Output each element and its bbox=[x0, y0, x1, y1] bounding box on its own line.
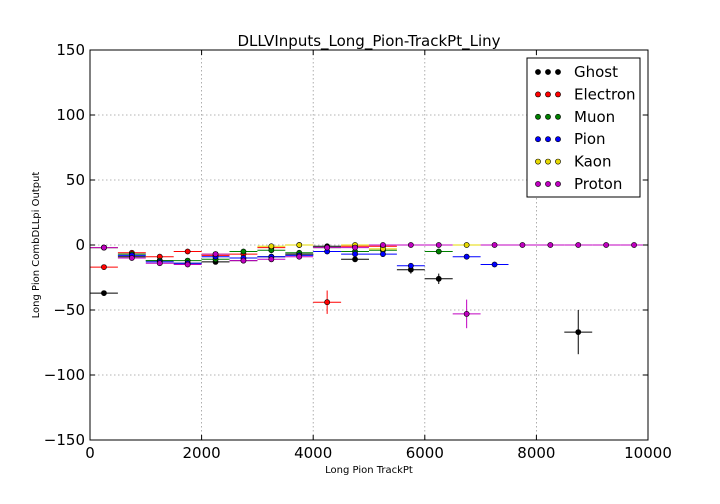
legend-marker bbox=[535, 136, 541, 143]
x-tick-label: 6000 bbox=[406, 444, 444, 462]
data-point bbox=[184, 248, 191, 255]
legend-marker bbox=[555, 69, 561, 75]
data-point bbox=[240, 248, 247, 255]
legend-entry-kaon: Kaon bbox=[535, 153, 611, 171]
data-point bbox=[324, 299, 331, 306]
data-point bbox=[435, 242, 442, 248]
data-point bbox=[296, 242, 303, 248]
legend-label: Proton bbox=[574, 175, 622, 193]
data-point bbox=[491, 261, 498, 268]
x-tick-label: 8000 bbox=[517, 444, 555, 462]
data-point bbox=[128, 255, 135, 261]
y-axis-label: Long Pion CombDLLpi Output bbox=[31, 172, 42, 319]
data-point bbox=[324, 244, 331, 251]
data-point bbox=[463, 253, 470, 260]
y-tick-label: 150 bbox=[56, 41, 85, 59]
data-point bbox=[575, 329, 582, 335]
legend-marker bbox=[545, 91, 551, 98]
x-tick-label: 2000 bbox=[183, 444, 221, 462]
data-point bbox=[268, 243, 275, 250]
legend-marker bbox=[545, 113, 551, 120]
data-point bbox=[407, 242, 414, 248]
legend-marker bbox=[535, 113, 541, 120]
plot-area bbox=[90, 242, 648, 355]
legend-marker bbox=[545, 136, 551, 143]
legend-entry-ghost: Ghost bbox=[535, 63, 618, 81]
legend-entry-pion: Pion bbox=[535, 130, 606, 148]
legend-label: Ghost bbox=[574, 63, 618, 81]
legend-entry-muon: Muon bbox=[535, 108, 615, 126]
data-point bbox=[352, 256, 358, 263]
data-point bbox=[380, 251, 386, 257]
data-point bbox=[101, 244, 107, 251]
legend-marker bbox=[535, 91, 541, 98]
data-point bbox=[519, 242, 526, 248]
data-point bbox=[435, 248, 442, 255]
legend-label: Electron bbox=[574, 85, 636, 103]
x-tick-label: 4000 bbox=[294, 444, 332, 462]
data-point bbox=[631, 242, 637, 248]
legend-marker bbox=[555, 113, 561, 120]
legend-marker bbox=[555, 158, 561, 165]
legend: Ghost Electron Muon Pion Kaon Proton bbox=[526, 57, 641, 198]
data-point bbox=[435, 275, 442, 282]
y-tick-label: 50 bbox=[66, 171, 85, 189]
legend-marker bbox=[555, 91, 561, 98]
series-proton bbox=[90, 242, 648, 329]
legend-marker bbox=[535, 69, 541, 75]
legend-label: Muon bbox=[574, 108, 615, 126]
y-tick-label: −150 bbox=[44, 431, 85, 449]
legend-label: Kaon bbox=[574, 153, 611, 171]
data-point bbox=[463, 310, 470, 317]
legend-marker bbox=[555, 181, 561, 187]
legend-marker bbox=[555, 136, 561, 143]
data-point bbox=[463, 242, 470, 248]
data-point bbox=[296, 253, 303, 260]
y-tick-label: 100 bbox=[56, 106, 85, 124]
y-tick-label: 0 bbox=[75, 236, 85, 254]
y-tick-label: −50 bbox=[53, 301, 85, 319]
legend-entry-electron: Electron bbox=[535, 85, 636, 103]
legend-marker bbox=[535, 158, 541, 165]
data-point bbox=[101, 290, 107, 296]
legend-marker bbox=[545, 69, 551, 75]
x-tick-label: 10000 bbox=[624, 444, 672, 462]
x-tick-label: 0 bbox=[85, 444, 95, 462]
chart-title: DLLVInputs_Long_Pion-TrackPt_Liny bbox=[237, 32, 500, 51]
data-point bbox=[491, 242, 498, 248]
data-point bbox=[352, 251, 358, 257]
data-point bbox=[156, 260, 163, 267]
legend-entry-proton: Proton bbox=[535, 175, 622, 193]
data-point bbox=[603, 242, 610, 248]
x-axis-label: Long Pion TrackPt bbox=[325, 465, 413, 476]
data-point bbox=[547, 242, 554, 248]
axis-ticks: 0 2000 4000 6000 8000 10000 −150 −100 −50 0 50 100 1… bbox=[44, 41, 672, 462]
legend-label: Pion bbox=[574, 130, 606, 148]
data-point bbox=[101, 264, 107, 270]
legend-box bbox=[526, 57, 641, 198]
data-point bbox=[380, 242, 386, 248]
data-point bbox=[352, 244, 358, 251]
legend-marker bbox=[545, 158, 551, 165]
legend-marker bbox=[545, 181, 551, 187]
data-point bbox=[240, 257, 247, 264]
data-point bbox=[407, 262, 414, 269]
data-point bbox=[575, 242, 582, 248]
legend-marker bbox=[535, 181, 541, 187]
data-point bbox=[212, 251, 219, 257]
data-point bbox=[184, 261, 191, 268]
data-point bbox=[268, 256, 275, 263]
y-tick-label: −100 bbox=[44, 366, 85, 384]
